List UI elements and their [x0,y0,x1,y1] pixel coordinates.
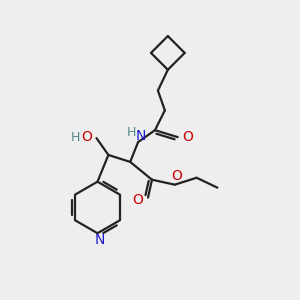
Text: H: H [127,126,136,139]
Text: O: O [171,169,182,183]
Text: H: H [71,130,80,144]
Text: N: N [136,129,146,143]
Text: O: O [81,130,92,144]
Text: O: O [133,193,143,206]
Text: O: O [182,130,193,144]
Text: N: N [94,233,105,247]
